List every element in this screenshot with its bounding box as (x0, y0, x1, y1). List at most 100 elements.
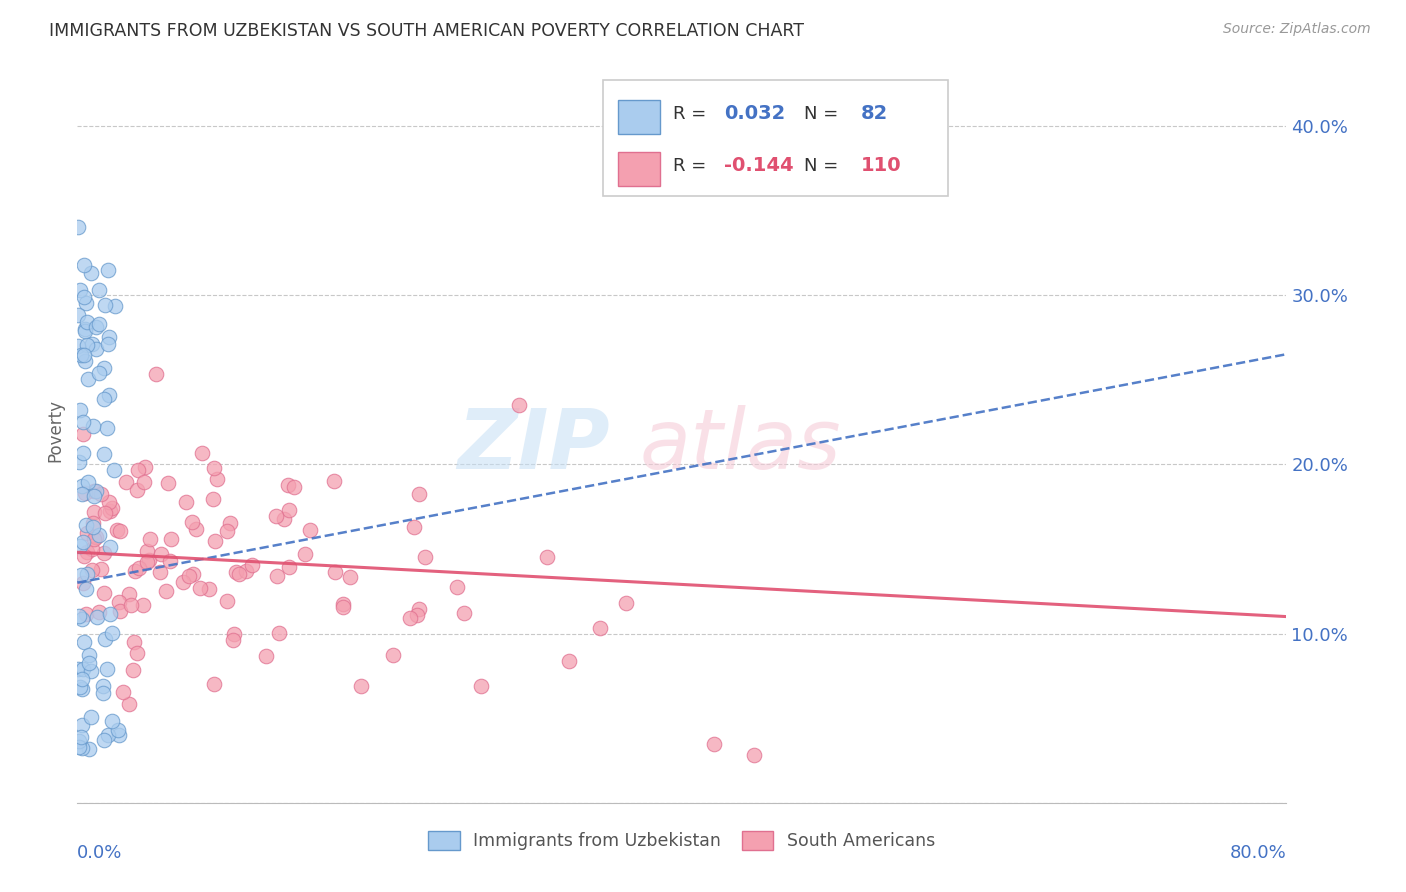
Point (80, 266, 103, 280)
Point (323, 474, 346, 488)
Point (86, 319, 108, 334)
Point (217, 524, 239, 538)
Point (73, 635, 96, 649)
Point (180, 515, 202, 529)
Point (70, 487, 93, 501)
Point (408, 602, 430, 616)
Point (70, 672, 93, 686)
Point (84, 342, 107, 356)
Point (254, 648, 277, 663)
Point (138, 553, 160, 567)
Text: 0.0%: 0.0% (77, 844, 122, 862)
Point (70, 479, 93, 493)
Point (105, 523, 128, 537)
Point (115, 475, 138, 489)
Point (350, 679, 373, 693)
Text: 0.032: 0.032 (724, 104, 786, 123)
Point (80, 337, 103, 351)
Point (446, 580, 468, 594)
Point (742, 748, 765, 763)
Point (703, 737, 725, 751)
Point (508, 398, 530, 412)
Point (73, 290, 96, 304)
Point (77, 741, 100, 756)
Point (172, 574, 194, 589)
Point (93, 298, 115, 312)
Point (111, 685, 134, 699)
Point (97, 495, 120, 509)
Point (128, 561, 150, 575)
Point (66, 339, 89, 353)
Point (96, 662, 118, 676)
Point (72, 446, 94, 460)
Point (277, 478, 299, 492)
Point (82, 516, 104, 530)
Point (77, 656, 100, 670)
Point (191, 446, 214, 460)
Point (134, 460, 156, 475)
Legend: Immigrants from Uzbekistan, South Americans: Immigrants from Uzbekistan, South Americ… (429, 830, 935, 850)
Point (224, 627, 246, 641)
Point (93, 686, 115, 700)
Point (73, 324, 96, 338)
Point (160, 532, 183, 546)
Point (69, 348, 91, 362)
FancyBboxPatch shape (603, 80, 948, 195)
Point (76, 338, 98, 352)
Point (269, 626, 291, 640)
Point (108, 604, 131, 618)
Y-axis label: Poverty: Poverty (46, 399, 65, 462)
Point (117, 587, 139, 601)
Point (75, 486, 97, 500)
Point (76, 315, 98, 329)
Text: ZIP: ZIP (457, 405, 609, 486)
Point (190, 581, 212, 595)
Point (273, 512, 295, 526)
Point (184, 522, 207, 536)
Point (93, 447, 115, 461)
Point (96, 421, 118, 435)
Point (90, 562, 112, 576)
Point (149, 566, 172, 580)
Text: 82: 82 (860, 104, 889, 123)
Point (217, 593, 239, 607)
Point (298, 523, 321, 537)
Point (197, 582, 219, 596)
Point (67, 455, 90, 469)
Point (98, 330, 121, 344)
Point (156, 476, 179, 491)
Point (332, 597, 354, 611)
Point (98, 387, 121, 401)
Point (219, 516, 242, 530)
Point (76, 517, 98, 532)
Point (101, 714, 124, 728)
Point (136, 544, 159, 558)
FancyBboxPatch shape (617, 100, 661, 135)
Point (278, 559, 301, 574)
Point (202, 677, 225, 691)
Point (266, 568, 288, 582)
Point (73, 348, 96, 362)
Point (77, 372, 100, 386)
Point (72, 662, 94, 676)
Point (108, 729, 131, 743)
Point (93, 361, 115, 376)
Point (118, 697, 141, 711)
Point (83, 483, 105, 498)
Point (98, 607, 121, 621)
Point (127, 646, 149, 660)
Point (80, 542, 103, 557)
Point (145, 367, 167, 381)
Point (70, 730, 93, 744)
FancyBboxPatch shape (617, 152, 661, 186)
Point (614, 596, 637, 610)
Point (228, 567, 250, 582)
Point (97, 728, 120, 742)
Point (86, 483, 108, 498)
Point (87, 367, 110, 381)
Point (73, 322, 96, 336)
Point (101, 501, 124, 516)
Point (93, 586, 115, 600)
Point (73, 549, 96, 564)
Point (72, 427, 94, 442)
